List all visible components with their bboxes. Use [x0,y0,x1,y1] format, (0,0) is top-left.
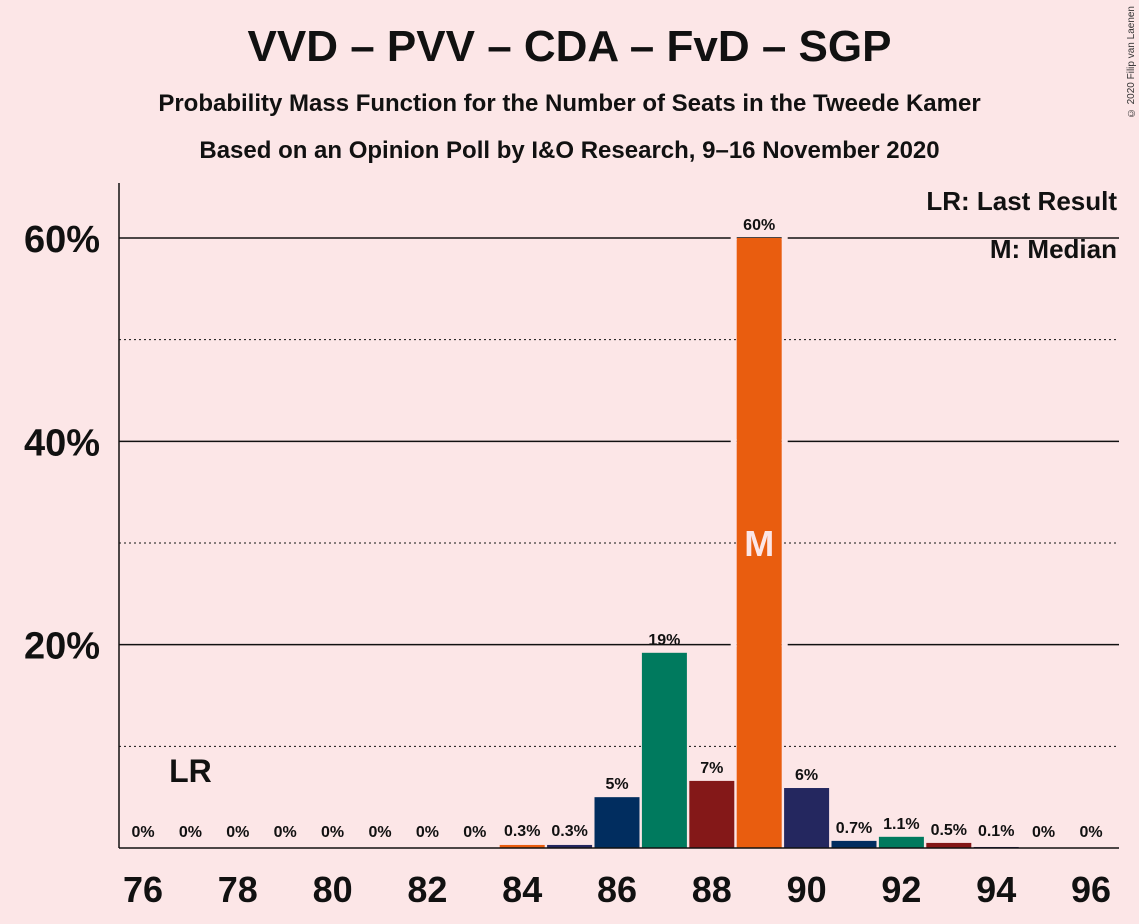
y-tick-label: 60% [24,219,100,261]
bar-seat-86 [594,797,640,848]
bar-label-seat-77: 0% [179,824,202,841]
bar-label-seat-84: 0.3% [504,823,540,840]
bar-seat-91 [831,840,877,848]
bar-label-seat-82: 0% [416,824,439,841]
bar-label-seat-78: 0% [226,824,249,841]
bar-label-seat-91: 0.7% [836,820,872,837]
bar-seat-92 [878,836,924,848]
x-tick-label: 82 [407,869,447,910]
x-tick-label: 84 [502,869,542,910]
bar-label-seat-92: 1.1% [883,816,919,833]
bar-seat-85 [547,844,593,848]
legend-last-result: LR: Last Result [926,186,1117,216]
gridline-gap-left [730,642,737,647]
gridline-gap-right [781,439,788,444]
bar-label-seat-79: 0% [274,824,297,841]
bar-label-seat-88: 7% [700,760,723,777]
gridline-gap-left [730,236,737,240]
x-tick-label: 86 [597,869,637,910]
bar-label-seat-83: 0% [463,824,486,841]
x-tick-label: 96 [1071,869,1111,910]
chart-subtitle: Probability Mass Function for the Number… [158,90,981,117]
bar-label-seat-86: 5% [605,776,628,793]
median-marker: M [744,523,774,564]
bar-seat-89 [736,238,782,848]
y-tick-label: 20% [24,626,100,668]
x-tick-label: 78 [218,869,258,910]
bar-label-seat-85: 0.3% [551,823,587,840]
bar-seat-84 [499,844,545,848]
x-tick-label: 80 [313,869,353,910]
bar-seat-87 [641,652,687,848]
bar-seat-90 [784,788,830,848]
bar-label-seat-96: 0% [1079,824,1102,841]
last-result-marker: LR [169,753,212,789]
bar-label-seat-76: 0% [131,824,154,841]
bar-label-seat-90: 6% [795,767,818,784]
x-tick-label: 92 [881,869,921,910]
y-tick-label: 40% [24,422,100,464]
bar-label-seat-89: 60% [743,217,775,234]
gridline-gap-right [781,642,788,647]
bar-label-seat-94: 0.1% [978,823,1014,840]
x-tick-label: 76 [123,869,163,910]
bar-label-seat-80: 0% [321,824,344,841]
chart-source: Based on an Opinion Poll by I&O Research… [199,137,940,164]
gridline-gap-right [781,236,788,240]
x-tick-label: 94 [976,869,1016,910]
bar-seat-93 [926,842,972,848]
bar-label-seat-81: 0% [368,824,391,841]
legend-median: M: Median [989,234,1117,264]
bar-label-seat-95: 0% [1032,824,1055,841]
bar-label-seat-93: 0.5% [931,822,967,839]
x-tick-label: 88 [692,869,732,910]
gridline-gap-left [730,439,737,444]
bar-label-seat-87: 19% [648,632,680,649]
x-tick-label: 90 [787,869,827,910]
bar-seat-88 [689,780,735,848]
chart-title: VVD – PVV – CDA – FvD – SGP [247,22,892,71]
